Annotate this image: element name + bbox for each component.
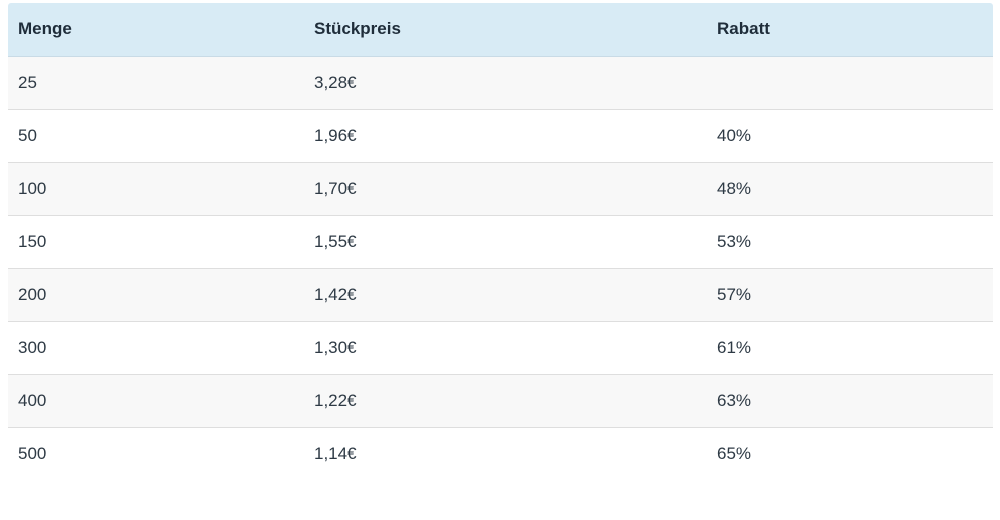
cell-unit-price: 3,28€ [314,72,357,92]
cell-unit-price: 1,96€ [314,125,357,145]
table-row: 100 1,70€ 48% [8,162,993,215]
table-body: 25 3,28€ 50 1,96€ 40% 100 1,70€ 48% 150 … [8,56,993,480]
header-unit-price: Stückpreis [304,3,707,57]
cell-unit-price: 1,22€ [314,390,357,410]
table-header: Menge Stückpreis Rabatt [8,3,993,57]
header-discount: Rabatt [707,3,993,57]
table-row: 150 1,55€ 53% [8,215,993,268]
table-row: 300 1,30€ 61% [8,321,993,374]
table-row: 25 3,28€ [8,56,993,109]
cell-quantity: 500 [18,443,47,463]
cell-unit-price: 1,55€ [314,231,357,251]
cell-unit-price: 1,42€ [314,284,357,304]
cell-discount [707,56,993,109]
header-row: Menge Stückpreis Rabatt [8,3,993,57]
cell-discount: 63% [717,390,752,410]
cell-discount: 57% [717,284,752,304]
cell-discount: 65% [717,443,752,463]
cell-unit-price: 1,14€ [314,443,357,463]
cell-discount: 48% [717,178,752,198]
cell-quantity: 150 [18,231,47,251]
table-row: 500 1,14€ 65% [8,427,993,480]
cell-quantity: 25 [18,72,37,92]
cell-quantity: 200 [18,284,47,304]
cell-discount: 61% [717,337,752,357]
cell-quantity: 300 [18,337,47,357]
cell-discount: 53% [717,231,752,251]
cell-unit-price: 1,70€ [314,178,357,198]
cell-unit-price: 1,30€ [314,337,357,357]
price-table-container: Menge Stückpreis Rabatt 25 3,28€ 50 1,96… [8,3,993,480]
table-row: 200 1,42€ 57% [8,268,993,321]
table-row: 50 1,96€ 40% [8,109,993,162]
cell-quantity: 400 [18,390,47,410]
cell-quantity: 100 [18,178,47,198]
cell-discount: 40% [717,125,752,145]
price-table: Menge Stückpreis Rabatt 25 3,28€ 50 1,96… [8,3,993,480]
cell-quantity: 50 [18,125,37,145]
header-quantity: Menge [8,3,304,57]
table-row: 400 1,22€ 63% [8,374,993,427]
